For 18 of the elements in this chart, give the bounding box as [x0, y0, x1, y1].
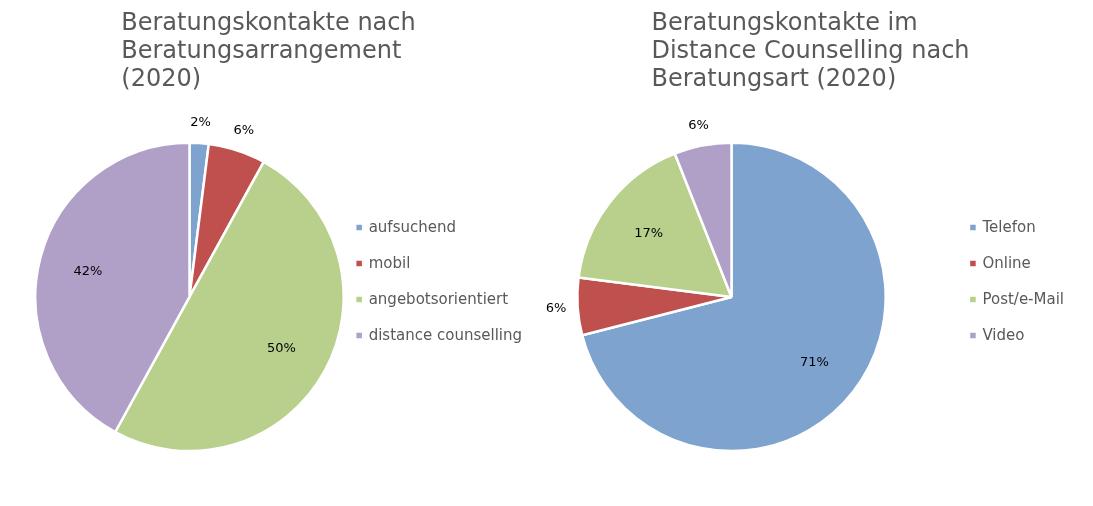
legend-label: aufsuchend — [368, 218, 456, 236]
data-label: 71% — [799, 353, 829, 369]
data-label: 17% — [634, 225, 664, 241]
legend-label: Online — [982, 254, 1031, 272]
data-label: 6% — [688, 116, 709, 132]
data-label: 6% — [233, 122, 255, 138]
legend-label: Post/e-Mail — [982, 290, 1064, 308]
data-label: 50% — [266, 339, 296, 355]
legend-label: angebotsorientiert — [368, 290, 509, 308]
data-label: 2% — [190, 114, 211, 130]
data-label: 42% — [73, 263, 103, 279]
legend-label: Telefon — [982, 218, 1036, 236]
legend-label: distance counselling — [368, 326, 522, 344]
chart-title: Beratungskontakte nach Beratungsarrangement (2020) — [121, 7, 416, 92]
chart-title: Beratungskontakte im Distance Counselling nach Beratungsart (2020) — [651, 7, 970, 92]
legend-label: Video — [982, 326, 1025, 344]
legend-label: mobil — [368, 254, 411, 272]
data-label: 6% — [545, 300, 567, 316]
